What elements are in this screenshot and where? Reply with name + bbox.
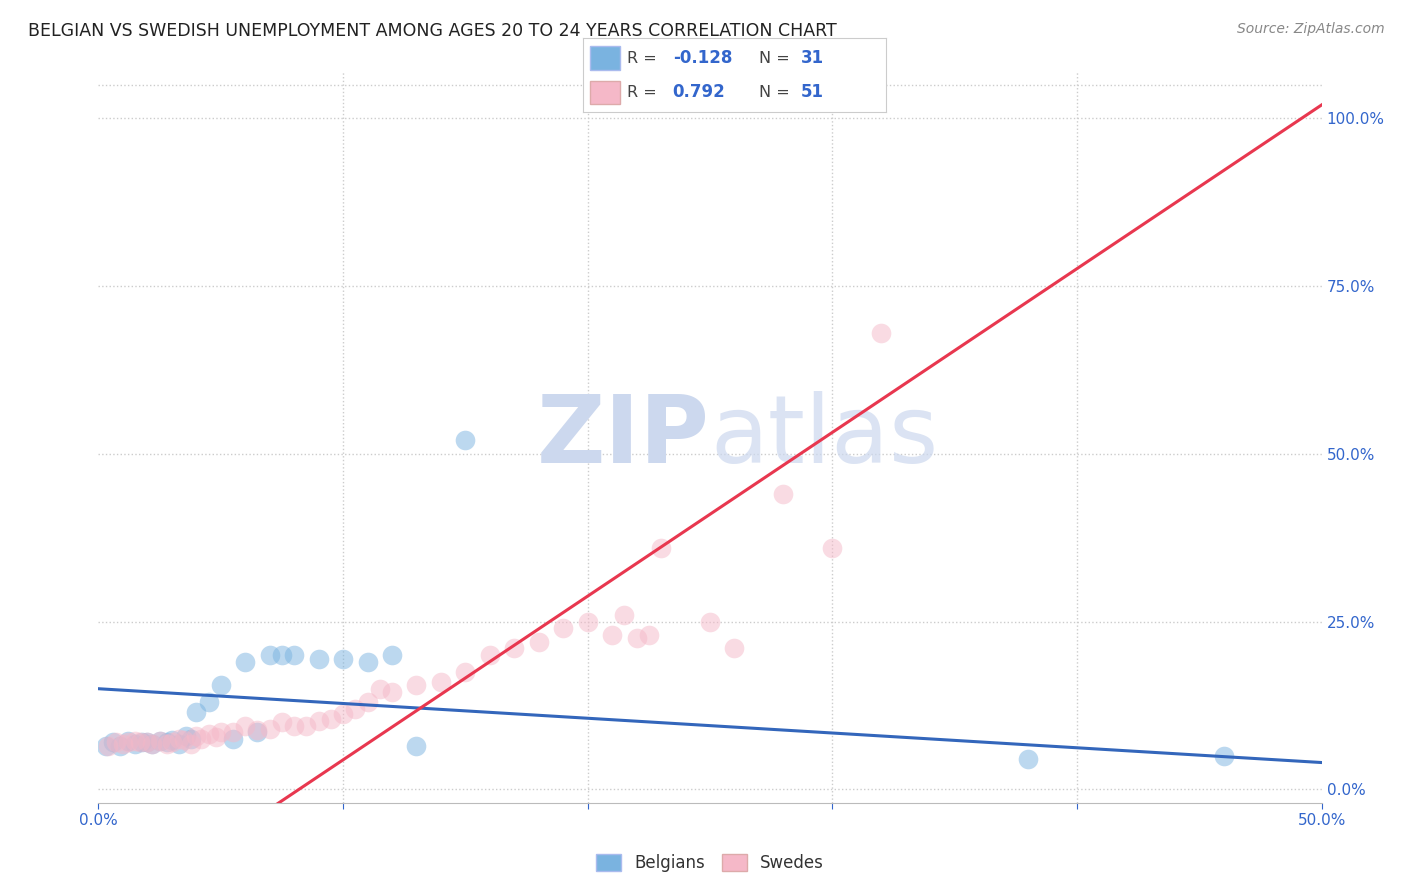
Point	[197, 727, 219, 741]
Point	[156, 735, 179, 749]
Point	[332, 651, 354, 665]
Point	[186, 729, 208, 743]
Point	[626, 632, 648, 646]
Point	[205, 730, 228, 744]
Point	[454, 434, 477, 448]
Point	[699, 615, 721, 629]
Text: 51: 51	[801, 84, 824, 102]
Point	[870, 326, 893, 340]
Point	[117, 735, 139, 749]
Text: R =: R =	[627, 85, 657, 100]
Point	[503, 641, 526, 656]
Point	[344, 702, 367, 716]
Point	[295, 718, 318, 732]
Point	[160, 733, 183, 747]
Point	[576, 615, 599, 629]
Point	[1017, 752, 1039, 766]
Point	[381, 685, 404, 699]
Point	[246, 723, 269, 738]
Point	[141, 737, 163, 751]
Point	[124, 734, 146, 748]
Text: N =: N =	[759, 85, 790, 100]
Point	[167, 732, 190, 747]
Point	[111, 737, 134, 751]
Point	[270, 715, 294, 730]
Point	[527, 634, 550, 648]
Point	[222, 732, 245, 747]
Point	[259, 722, 281, 736]
Point	[149, 734, 172, 748]
Point	[1212, 748, 1234, 763]
Text: 31: 31	[801, 49, 824, 67]
Text: Source: ZipAtlas.com: Source: ZipAtlas.com	[1237, 22, 1385, 37]
Text: N =: N =	[759, 51, 790, 66]
Point	[149, 734, 172, 748]
Point	[772, 487, 794, 501]
Point	[180, 732, 202, 747]
Point	[821, 541, 844, 555]
Bar	[589, 81, 620, 104]
Bar	[589, 46, 620, 70]
Point	[405, 678, 427, 692]
Point	[136, 735, 159, 749]
Point	[430, 675, 453, 690]
Point	[222, 725, 245, 739]
Point	[600, 628, 623, 642]
Point	[129, 735, 152, 749]
Text: R =: R =	[627, 51, 657, 66]
Point	[368, 681, 391, 696]
Point	[283, 718, 305, 732]
Point	[478, 648, 501, 662]
Point	[94, 739, 117, 753]
Point	[141, 737, 163, 751]
Point	[156, 737, 179, 751]
Point	[117, 734, 139, 748]
Point	[180, 737, 202, 751]
Point	[104, 735, 127, 749]
Point	[270, 648, 294, 662]
Point	[209, 678, 232, 692]
Point	[160, 735, 183, 749]
Point	[136, 735, 159, 749]
Text: atlas: atlas	[710, 391, 938, 483]
Text: ZIP: ZIP	[537, 391, 710, 483]
Point	[638, 628, 661, 642]
Point	[308, 714, 330, 728]
Point	[131, 735, 153, 749]
Point	[613, 607, 636, 622]
Point	[190, 732, 212, 747]
Point	[259, 648, 281, 662]
Point	[173, 733, 195, 747]
Point	[454, 665, 477, 679]
Point	[110, 739, 132, 753]
Point	[332, 707, 354, 722]
Point	[124, 737, 146, 751]
Point	[356, 655, 378, 669]
Text: BELGIAN VS SWEDISH UNEMPLOYMENT AMONG AGES 20 TO 24 YEARS CORRELATION CHART: BELGIAN VS SWEDISH UNEMPLOYMENT AMONG AG…	[28, 22, 837, 40]
Point	[356, 695, 378, 709]
Point	[209, 725, 232, 739]
Point	[176, 729, 198, 743]
Point	[553, 621, 575, 635]
Point	[197, 695, 219, 709]
Point	[723, 641, 745, 656]
Legend: Belgians, Swedes: Belgians, Swedes	[589, 847, 831, 879]
Point	[101, 735, 124, 749]
Point	[167, 737, 190, 751]
Point	[233, 655, 256, 669]
Point	[650, 541, 672, 555]
Text: 0.792: 0.792	[672, 84, 725, 102]
Point	[233, 718, 256, 732]
Point	[381, 648, 404, 662]
Point	[283, 648, 305, 662]
Point	[308, 651, 330, 665]
Point	[246, 725, 269, 739]
Text: -0.128: -0.128	[672, 49, 733, 67]
Point	[97, 739, 120, 753]
Point	[319, 712, 342, 726]
Point	[405, 739, 427, 753]
Point	[186, 705, 208, 719]
